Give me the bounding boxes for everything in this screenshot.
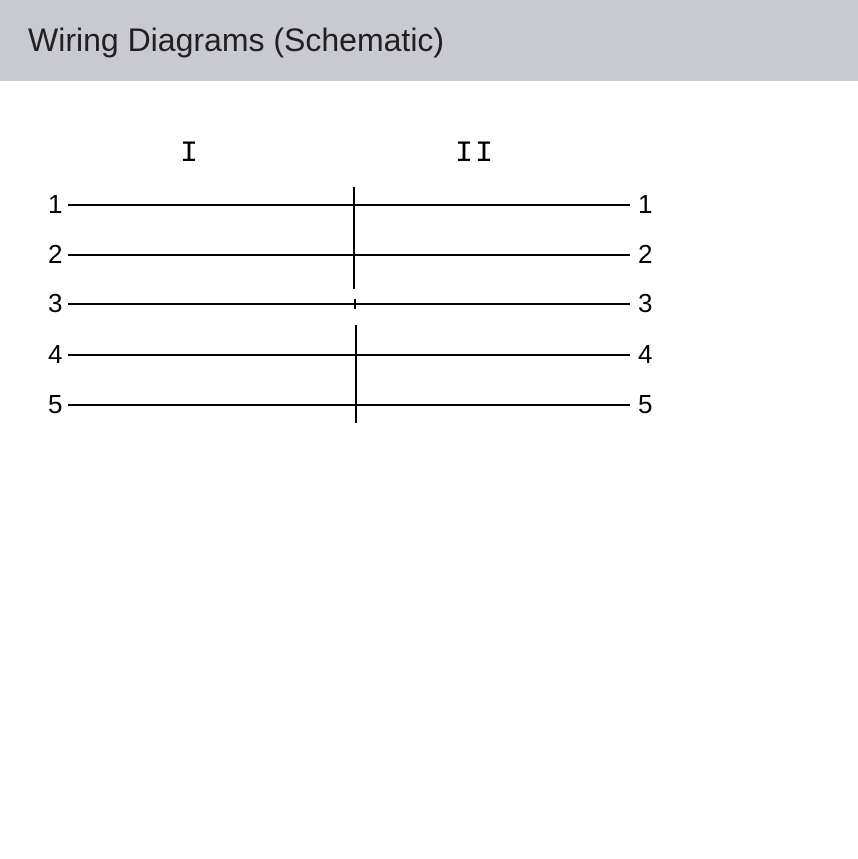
row-label-right-2: 2 (638, 239, 652, 270)
row-label-right-5: 5 (638, 389, 652, 420)
row-label-right-4: 4 (638, 339, 652, 370)
row-label-left-4: 4 (48, 339, 62, 370)
column-label-2: II (455, 137, 495, 171)
row-label-left-2: 2 (48, 239, 62, 270)
schematic-svg (0, 81, 858, 859)
row-label-left-1: 1 (48, 189, 62, 220)
page-title: Wiring Diagrams (Schematic) (28, 22, 444, 58)
column-label-1: I (180, 137, 200, 171)
row-label-left-3: 3 (48, 288, 62, 319)
wiring-diagram: 1122334455III (0, 81, 858, 859)
row-label-right-3: 3 (638, 288, 652, 319)
page-header: Wiring Diagrams (Schematic) (0, 0, 858, 81)
row-label-right-1: 1 (638, 189, 652, 220)
row-label-left-5: 5 (48, 389, 62, 420)
